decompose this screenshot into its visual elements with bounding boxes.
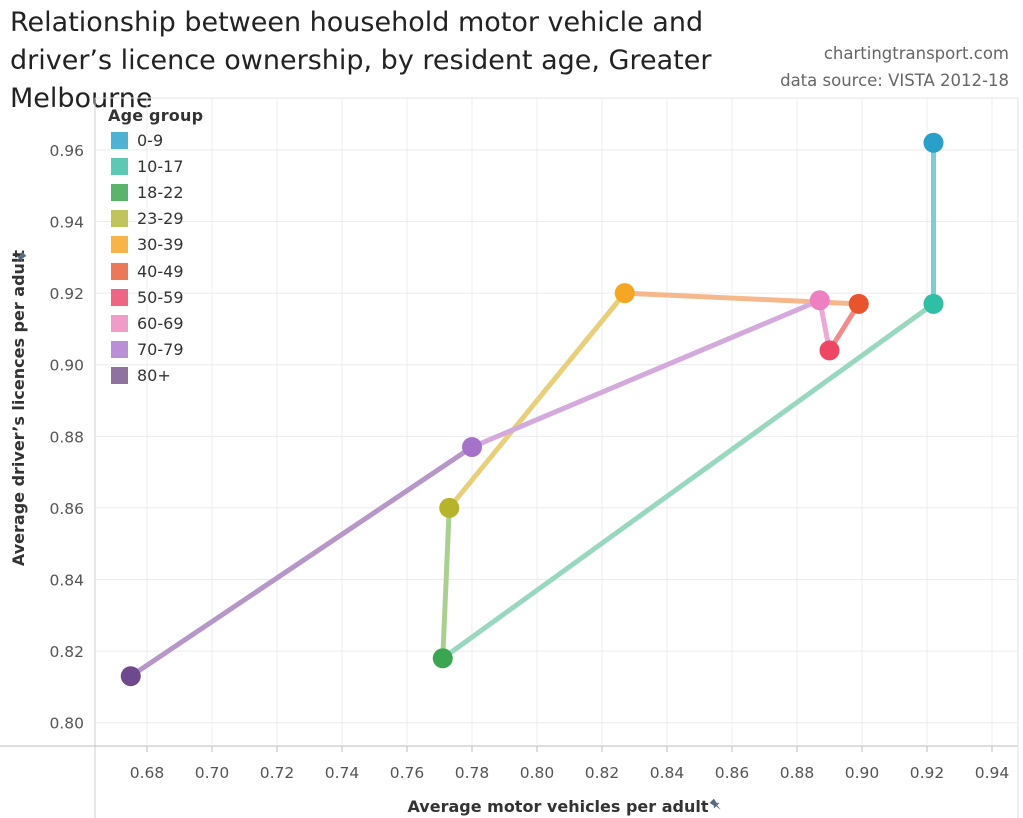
- y-tick-label: 0.88: [49, 428, 84, 446]
- legend-swatch: [111, 131, 128, 149]
- y-tick-label: 0.90: [49, 357, 84, 375]
- legend-swatch: [111, 183, 128, 201]
- x-tick-labels: 0.68 0.70 0.72 0.74 0.76 0.78 0.80 0.82 0.84 0.86…: [130, 764, 1010, 782]
- legend-label: 60-69: [137, 313, 184, 333]
- legend-item-23-29[interactable]: 23-29: [108, 206, 203, 232]
- series-line: [469, 297, 823, 450]
- x-tick-label: 0.82: [585, 764, 620, 782]
- legend-label: 50-59: [137, 287, 184, 307]
- y-axis-label: Average driver’s licences per adult: [9, 250, 28, 567]
- y-tick-label: 0.94: [49, 214, 84, 232]
- legend-label: 40-49: [137, 261, 184, 281]
- legend-label: 70-79: [137, 340, 184, 360]
- series-line: [446, 290, 628, 511]
- y-tick-label: 0.92: [49, 285, 84, 303]
- legend-label: 18-22: [137, 182, 184, 202]
- x-tick-label: 0.94: [975, 764, 1010, 782]
- legend-label: 0-9: [137, 130, 164, 150]
- legend-item-60-69[interactable]: 60-69: [108, 310, 203, 336]
- x-tick-label: 0.72: [260, 764, 295, 782]
- legend-item-18-22[interactable]: 18-22: [108, 179, 203, 205]
- connecting-lines: [128, 140, 936, 679]
- legend-item-30-39[interactable]: 30-39: [108, 232, 203, 258]
- x-tick-label: 0.68: [130, 764, 165, 782]
- legend-item-80+[interactable]: 80+: [108, 363, 203, 389]
- x-pin-icon[interactable]: [709, 798, 724, 813]
- legend-swatch: [111, 314, 128, 332]
- data-point-40-49: [848, 293, 869, 314]
- data-point-60-69: [809, 290, 830, 311]
- y-tick-label: 0.82: [49, 643, 84, 661]
- legend-item-40-49[interactable]: 40-49: [108, 258, 203, 284]
- legend-swatch: [111, 288, 128, 306]
- x-tick-label: 0.78: [455, 764, 490, 782]
- legend-swatch: [111, 210, 128, 228]
- y-tick-label: 0.84: [49, 572, 84, 590]
- legend-swatch: [111, 367, 128, 385]
- data-point-10-17: [923, 293, 944, 314]
- data-point-18-22: [432, 648, 453, 669]
- data-point-70-79: [462, 437, 482, 458]
- series-line: [440, 301, 936, 661]
- y-tick-label: 0.96: [49, 142, 84, 160]
- data-point-23-29: [439, 497, 460, 518]
- legend-label: 80+: [137, 366, 171, 386]
- x-tick-label: 0.88: [780, 764, 815, 782]
- x-tick-label: 0.86: [715, 764, 750, 782]
- series-line: [440, 505, 452, 661]
- plot-frame: [0, 97, 1019, 818]
- x-axis-label: Average motor vehicles per adult: [407, 797, 708, 816]
- legend-item-0-9[interactable]: 0-9: [108, 127, 203, 153]
- legend-swatch: [111, 262, 128, 280]
- legend[interactable]: Age group 0-9 10-17 18-22 23-29 30-39 40-49 50…: [108, 106, 203, 389]
- data-point-30-39: [614, 283, 635, 304]
- y-tick-labels: 0.80 0.82 0.84 0.86 0.88 0.90 0.92 0.94 0.96: [49, 142, 84, 733]
- data-point-80+: [120, 666, 141, 687]
- y-tick-label: 0.80: [49, 715, 84, 733]
- legend-item-50-59[interactable]: 50-59: [108, 284, 203, 310]
- x-tick-label: 0.90: [845, 764, 880, 782]
- series-line: [128, 444, 475, 679]
- chart-title: Relationship between household motor veh…: [10, 7, 712, 114]
- legend-label: 23-29: [137, 209, 184, 229]
- legend-label: 30-39: [137, 235, 184, 255]
- x-tick-label: 0.80: [520, 764, 555, 782]
- legend-swatch: [111, 236, 128, 254]
- legend-label: 10-17: [137, 156, 184, 176]
- legend-swatch: [111, 157, 128, 175]
- y-pin-icon[interactable]: [12, 251, 27, 266]
- grid-lines: [95, 98, 1018, 752]
- site-credit: chartingtransport.com: [823, 44, 1009, 63]
- x-tick-label: 0.70: [195, 764, 230, 782]
- legend-item-70-79[interactable]: 70-79: [108, 337, 203, 363]
- y-tick-label: 0.86: [49, 500, 84, 518]
- x-tick-label: 0.76: [390, 764, 425, 782]
- x-tick-label: 0.84: [650, 764, 685, 782]
- legend-swatch: [111, 341, 128, 359]
- data-source: data source: VISTA 2012-18: [780, 71, 1009, 90]
- data-points: [120, 132, 944, 687]
- legend-item-10-17[interactable]: 10-17: [108, 153, 203, 179]
- data-point-0-9: [923, 132, 944, 153]
- data-point-50-59: [819, 340, 840, 361]
- x-tick-label: 0.92: [910, 764, 945, 782]
- x-tick-label: 0.74: [325, 764, 360, 782]
- legend-title: Age group: [108, 106, 204, 125]
